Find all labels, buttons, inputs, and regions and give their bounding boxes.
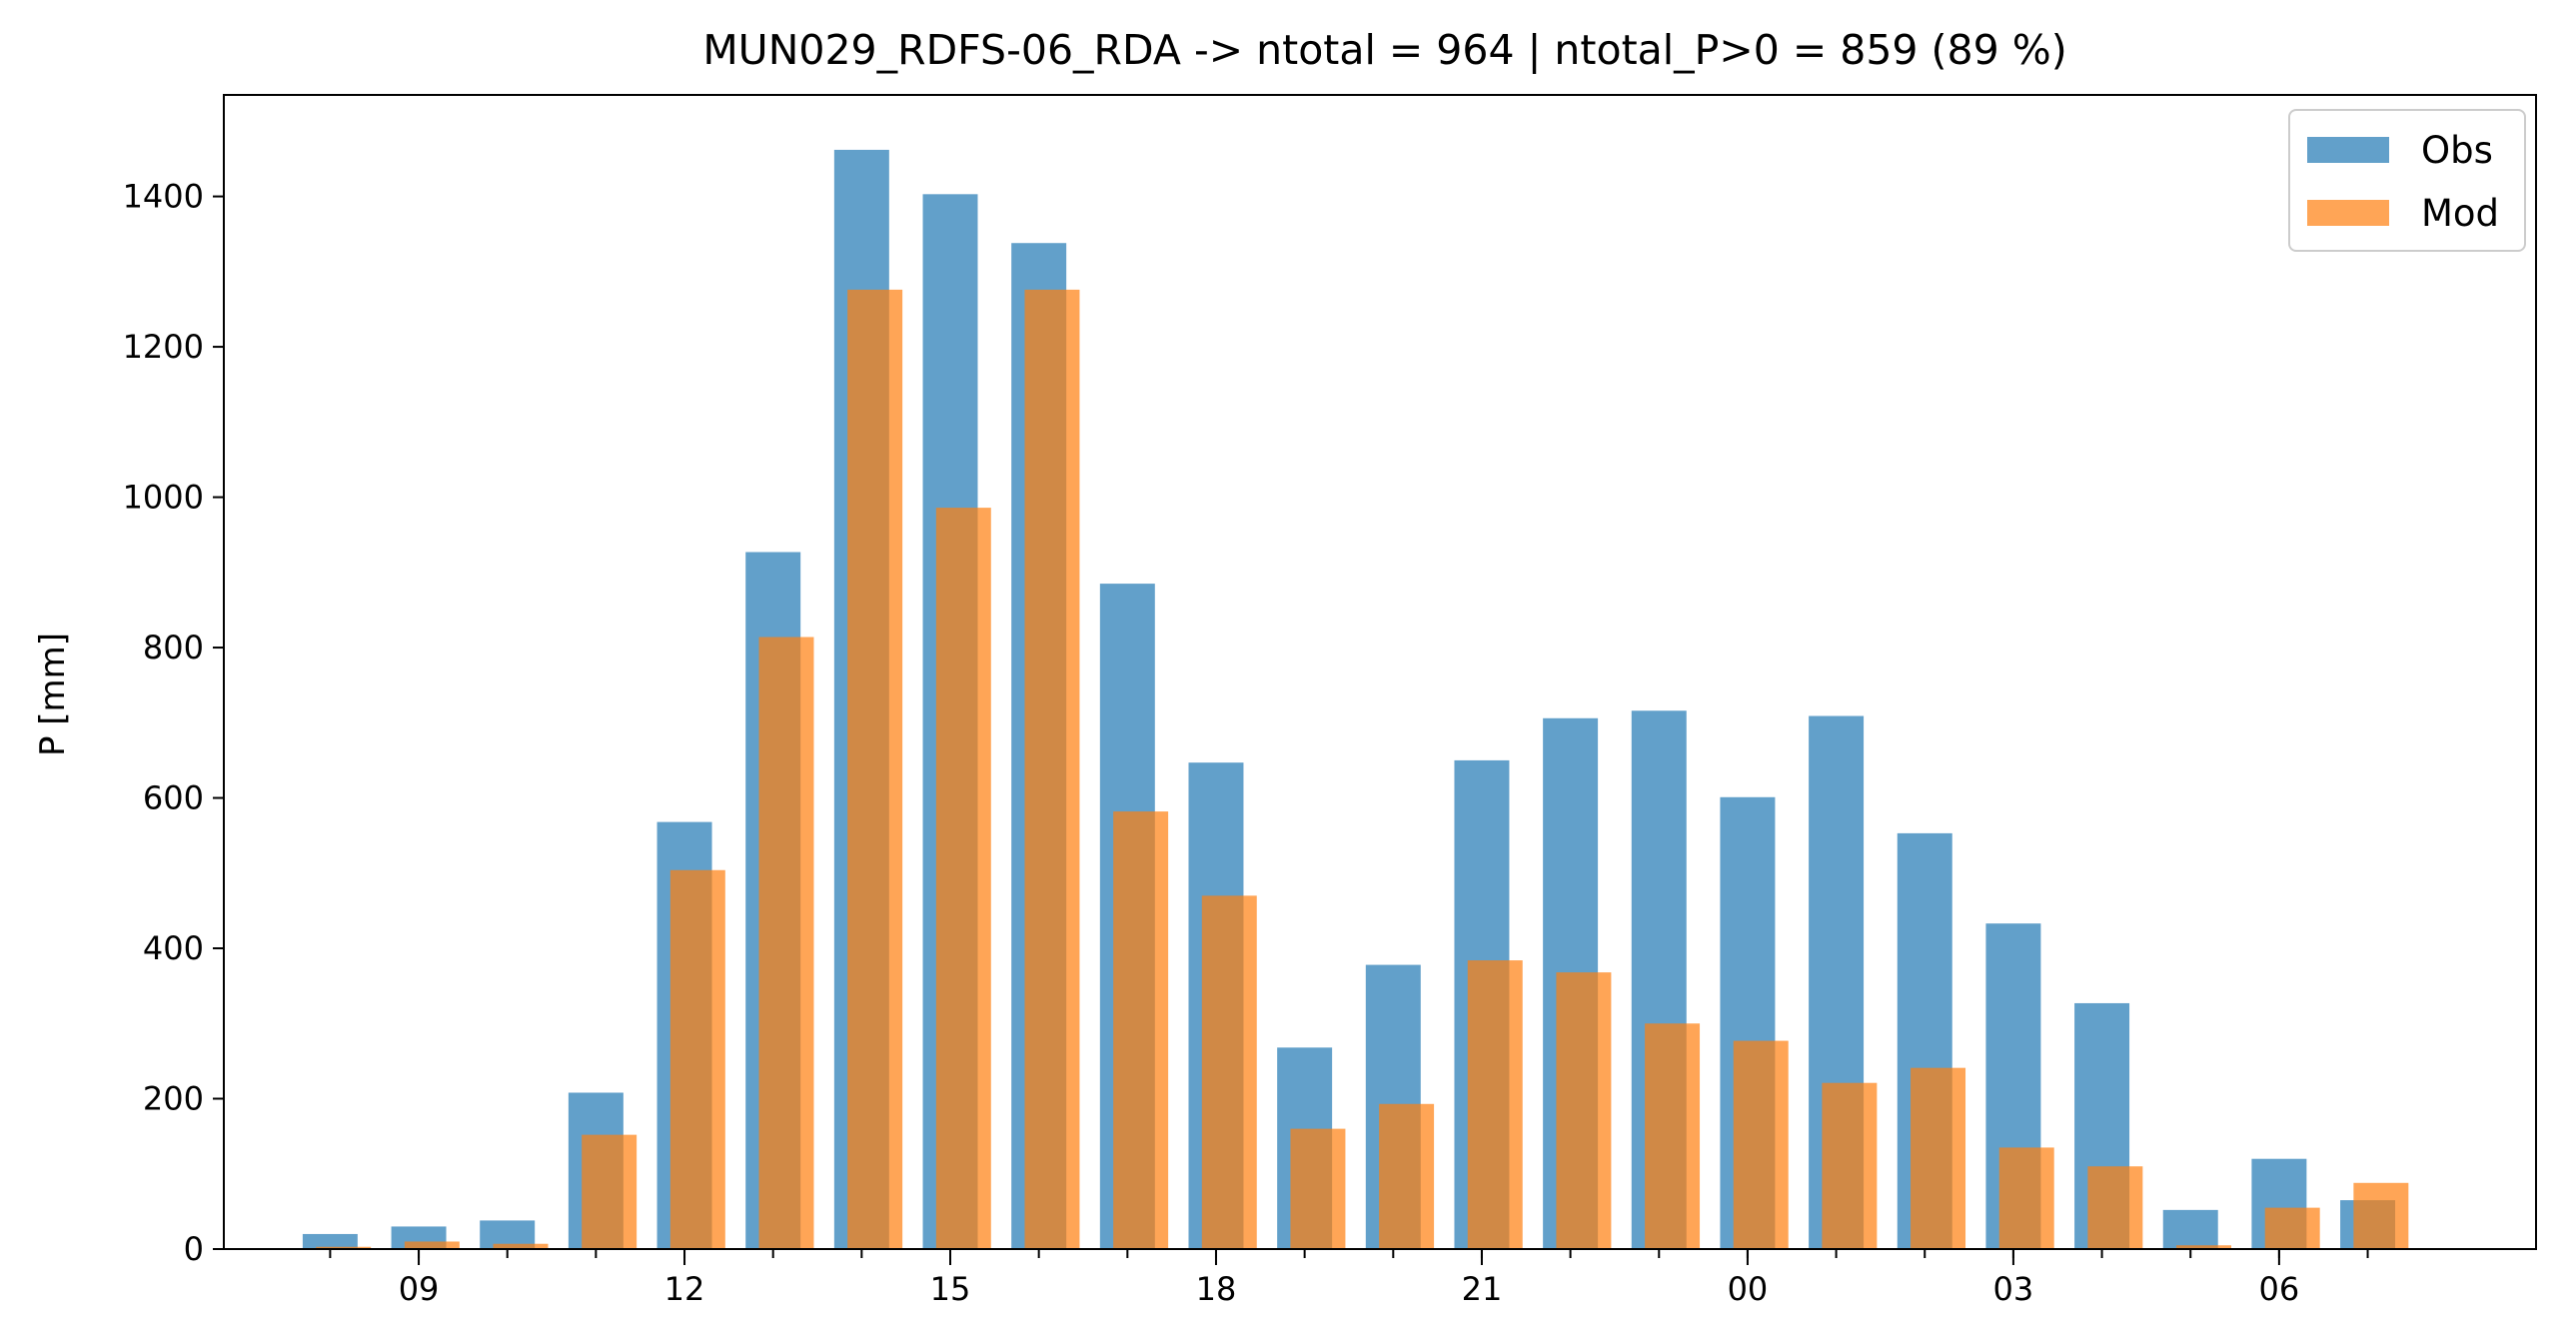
bar-mod <box>2087 1166 2143 1249</box>
bar-mod <box>1024 289 1080 1250</box>
legend-swatch-obs <box>2307 137 2389 163</box>
bar-mod <box>1911 1067 1966 1249</box>
x-tick-label: 21 <box>1462 1270 1503 1308</box>
bar-mod <box>2176 1245 2232 1249</box>
x-tick-label: 18 <box>1196 1270 1237 1308</box>
bar-mod <box>935 508 991 1250</box>
y-tick-label: 1400 <box>123 178 204 216</box>
bar-mod <box>404 1241 460 1249</box>
bar-mod <box>582 1134 638 1249</box>
bar-mod <box>2264 1207 2320 1249</box>
x-tick-label: 06 <box>2259 1270 2300 1308</box>
bar-mod <box>1290 1128 1346 1249</box>
legend-label-mod: Mod <box>2421 192 2499 235</box>
bar-mod <box>316 1246 372 1249</box>
y-tick-label: 600 <box>143 779 204 817</box>
legend-swatch-mod <box>2307 200 2389 226</box>
bar-mod <box>1645 1023 1701 1249</box>
bar-mod <box>1822 1082 1878 1249</box>
axes-layer: 0 200 400 600 800 1000 1200 1400 09 12 15 18 21 00 03 0… <box>123 94 2537 1308</box>
bars-layer <box>302 149 2409 1250</box>
y-tick-label: 400 <box>143 929 204 967</box>
x-tick-label: 09 <box>399 1270 440 1308</box>
bar-mod <box>1733 1040 1789 1249</box>
bar-obs <box>2162 1209 2218 1249</box>
y-tick-label: 1000 <box>123 479 204 517</box>
bar-mod <box>847 289 903 1250</box>
bar-mod <box>1467 960 1523 1249</box>
x-tick-label: 15 <box>930 1270 971 1308</box>
bar-mod <box>1379 1103 1435 1249</box>
bar-mod <box>669 869 725 1249</box>
x-tick-label: 12 <box>664 1270 705 1308</box>
bar-mod <box>1113 811 1169 1249</box>
bar-mod <box>758 637 814 1249</box>
bar-mod <box>1201 895 1257 1249</box>
x-tick-label: 03 <box>1993 1270 2034 1308</box>
legend: Obs Mod <box>2288 109 2526 252</box>
y-tick-label: 800 <box>143 629 204 667</box>
bar-mod <box>493 1243 549 1249</box>
legend-label-obs: Obs <box>2421 129 2493 172</box>
x-tick-label: 00 <box>1728 1270 1769 1308</box>
y-tick-label: 0 <box>184 1230 204 1268</box>
bar-mod <box>1998 1147 2054 1249</box>
y-tick-label: 1200 <box>123 328 204 366</box>
bar-mod <box>1556 972 1612 1249</box>
bar-obs <box>302 1233 358 1249</box>
chart-title: MUN029_RDFS-06_RDA -> ntotal = 964 | nto… <box>702 26 2066 74</box>
y-tick-label: 200 <box>143 1080 204 1118</box>
plot-frame <box>223 94 2537 1250</box>
y-axis-label: P [mm] <box>33 633 73 756</box>
bar-mod <box>2353 1182 2409 1249</box>
